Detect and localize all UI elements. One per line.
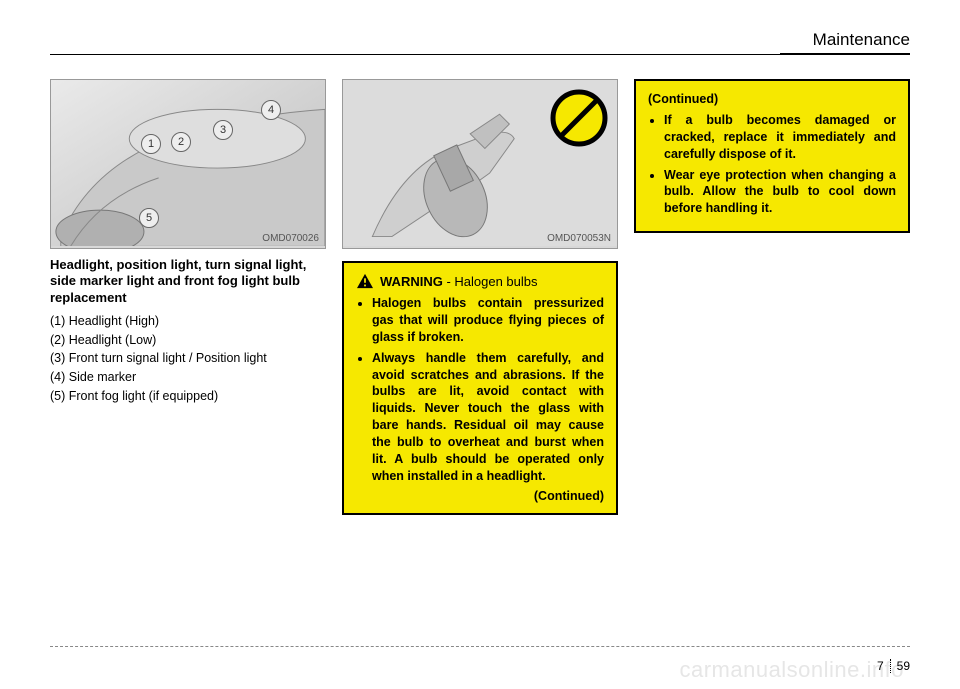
warning-list: Halogen bulbs contain pressurized gas th… bbox=[356, 295, 604, 485]
list-item: (3) Front turn signal light / Position l… bbox=[50, 349, 326, 368]
list-item: Halogen bulbs contain pressurized gas th… bbox=[372, 295, 604, 346]
header-underline bbox=[780, 53, 910, 55]
callout-bubble: 5 bbox=[139, 208, 159, 228]
content-columns: 1 2 3 4 5 OMD070026 Headlight, position … bbox=[50, 79, 910, 515]
callout-bubble: 2 bbox=[171, 132, 191, 152]
list-item: Always handle them carefully, and avoid … bbox=[372, 350, 604, 485]
list-item: (4) Side marker bbox=[50, 368, 326, 387]
section-heading: Headlight, position light, turn signal l… bbox=[50, 257, 326, 306]
continued-label: (Continued) bbox=[648, 91, 896, 108]
chapter-number: 7 bbox=[877, 659, 884, 673]
page-footer: 7 59 bbox=[877, 659, 910, 673]
callout-bubble: 3 bbox=[213, 120, 233, 140]
list-item: (1) Headlight (High) bbox=[50, 312, 326, 331]
figure-caption: OMD070053N bbox=[547, 233, 611, 244]
footer-separator bbox=[890, 659, 891, 673]
figure-headlight-callouts: 1 2 3 4 5 OMD070026 bbox=[50, 79, 326, 249]
column-2: OMD070053N WARNING - Halogen bulbs Halog… bbox=[342, 79, 618, 515]
warning-heading: WARNING - Halogen bulbs bbox=[356, 273, 604, 289]
figure-caption: OMD070026 bbox=[262, 233, 319, 244]
figure-bulb-handling: OMD070053N bbox=[342, 79, 618, 249]
callout-bubble: 4 bbox=[261, 100, 281, 120]
warning-box-halogen: WARNING - Halogen bulbs Halogen bulbs co… bbox=[342, 261, 618, 515]
header-title: Maintenance bbox=[813, 30, 910, 49]
list-item: (2) Headlight (Low) bbox=[50, 331, 326, 350]
list-item: (5) Front fog light (if equipped) bbox=[50, 387, 326, 406]
list-item: Wear eye protection when changing a bulb… bbox=[664, 167, 896, 218]
warning-list: If a bulb becomes damaged or cracked, re… bbox=[648, 112, 896, 217]
footer-divider bbox=[50, 646, 910, 647]
page-number: 59 bbox=[897, 659, 910, 673]
column-3: (Continued) If a bulb becomes damaged or… bbox=[634, 79, 910, 515]
continued-label: (Continued) bbox=[356, 489, 604, 503]
list-item: If a bulb becomes damaged or cracked, re… bbox=[664, 112, 896, 163]
prohibit-icon bbox=[549, 88, 609, 148]
warning-triangle-icon bbox=[356, 273, 374, 289]
watermark: carmanualsonline.info bbox=[679, 657, 904, 683]
bulb-list: (1) Headlight (High) (2) Headlight (Low)… bbox=[50, 312, 326, 406]
car-sketch-icon bbox=[51, 80, 325, 246]
warning-label: WARNING - Halogen bulbs bbox=[380, 274, 538, 289]
warning-box-continued: (Continued) If a bulb becomes damaged or… bbox=[634, 79, 910, 233]
callout-bubble: 1 bbox=[141, 134, 161, 154]
column-1: 1 2 3 4 5 OMD070026 Headlight, position … bbox=[50, 79, 326, 515]
page-header: Maintenance bbox=[50, 30, 910, 55]
